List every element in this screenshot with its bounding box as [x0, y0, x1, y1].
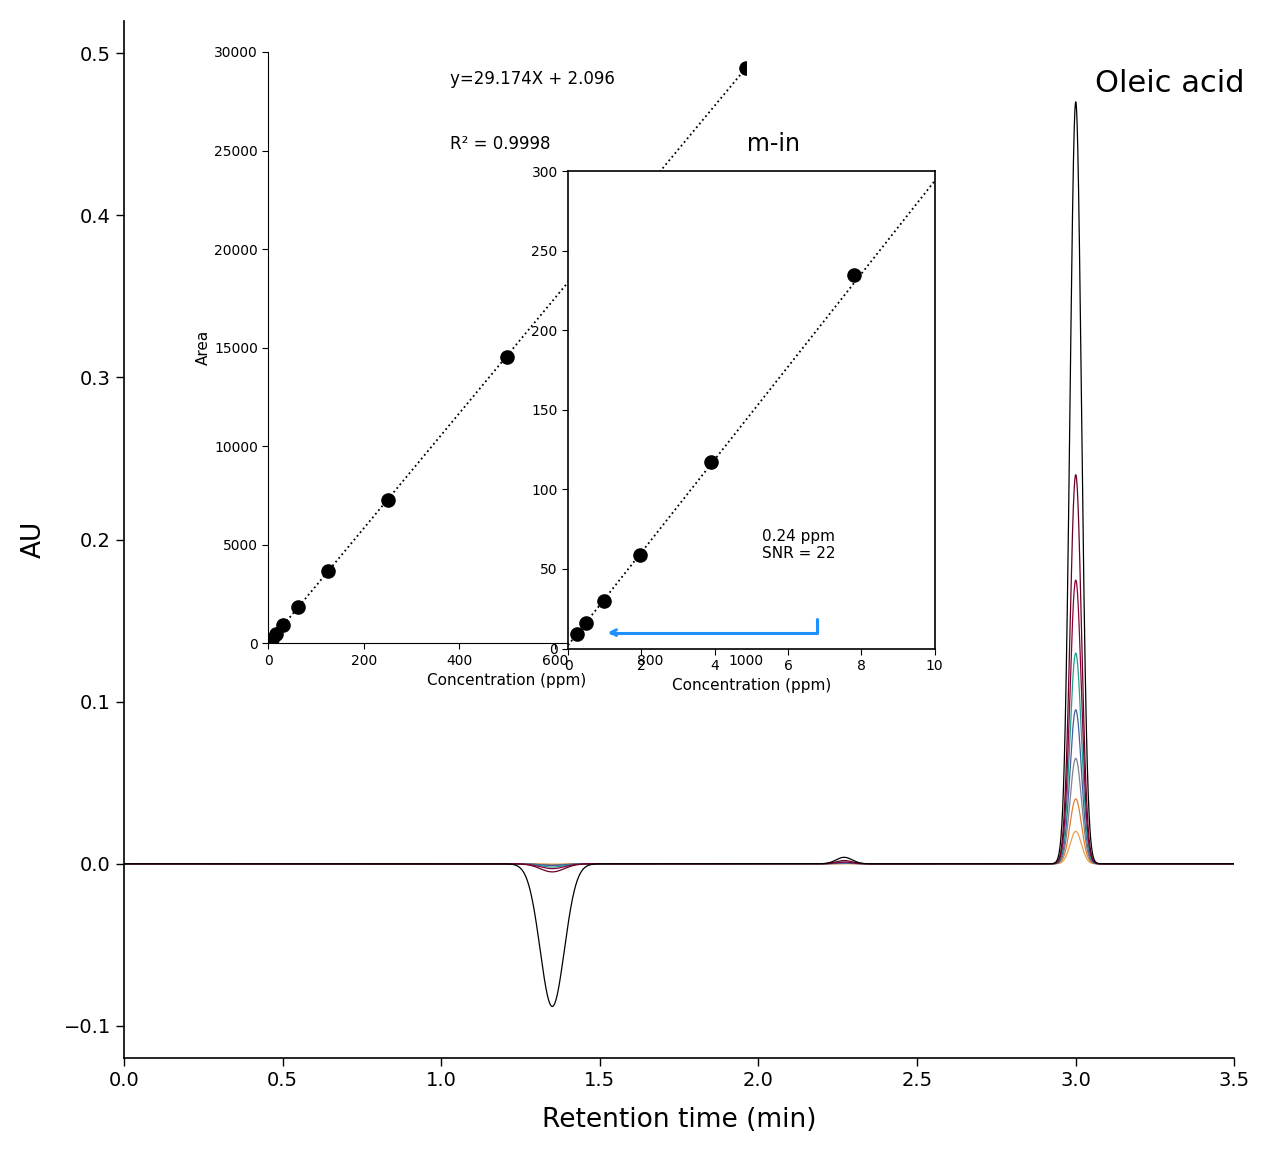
Y-axis label: AU: AU: [20, 520, 47, 559]
Text: Oleic acid: Oleic acid: [1094, 69, 1244, 98]
X-axis label: Retention time (min): Retention time (min): [541, 1107, 817, 1133]
Text: Zoom-in: Zoom-in: [703, 132, 800, 156]
